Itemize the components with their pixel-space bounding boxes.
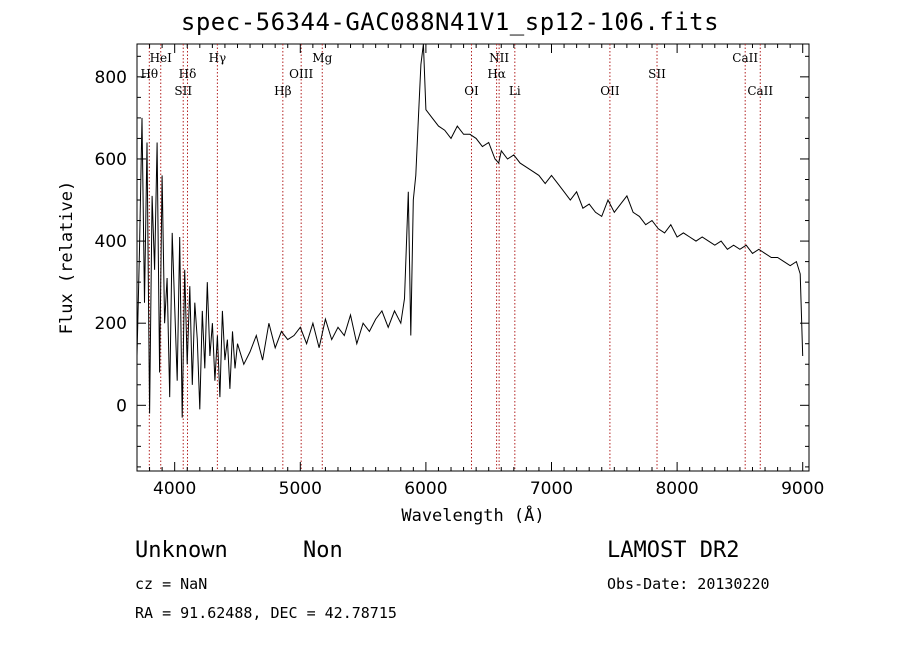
chart-title: spec-56344-GAC088N41V1_sp12-106.fits [180, 8, 720, 36]
line-label-4: Hγ [209, 51, 227, 65]
line-label-7: Mg [312, 51, 332, 65]
object-subclass: Non [303, 538, 343, 563]
x-tick-label: 5000 [279, 479, 322, 499]
survey-name: LAMOST DR2 [607, 538, 740, 563]
line-label-8: OI [464, 84, 479, 98]
y-tick-label: 200 [95, 314, 127, 334]
line-label-3: SII [174, 84, 192, 98]
line-label-1: Hθ [140, 67, 158, 81]
y-tick-label: 0 [116, 396, 127, 416]
line-label-2: Hδ [179, 67, 197, 81]
line-label-10: Hα [487, 67, 506, 81]
line-label-12: OII [600, 84, 620, 98]
line-label-0: HeI [150, 51, 173, 65]
spectrum-line [136, 43, 804, 418]
y-tick-label: 600 [95, 150, 127, 170]
obs-date-label: Obs-Date: 20130220 [607, 575, 770, 593]
line-label-11: Li [509, 84, 521, 98]
line-label-9: NII [489, 51, 509, 65]
y-tick-label: 800 [95, 68, 127, 88]
y-tick-label: 400 [95, 232, 127, 252]
line-label-6: OIII [289, 67, 313, 81]
x-tick-label: 9000 [781, 479, 824, 499]
x-tick-label: 8000 [655, 479, 698, 499]
x-tick-label: 7000 [530, 479, 573, 499]
x-axis-label: Wavelength (Å) [401, 504, 544, 526]
line-label-15: CaII [747, 84, 773, 98]
coordinates-label: RA = 91.62488, DEC = 42.78715 [135, 604, 397, 622]
object-class: Unknown [135, 538, 228, 563]
line-label-13: SII [648, 67, 666, 81]
redshift-label: cz = NaN [135, 575, 208, 593]
plot-frame [136, 43, 810, 472]
line-label-5: Hβ [274, 84, 291, 98]
y-axis-label: Flux (relative) [57, 181, 77, 335]
x-tick-label: 6000 [404, 479, 447, 499]
x-tick-label: 4000 [153, 479, 196, 499]
line-label-14: CaII [732, 51, 758, 65]
